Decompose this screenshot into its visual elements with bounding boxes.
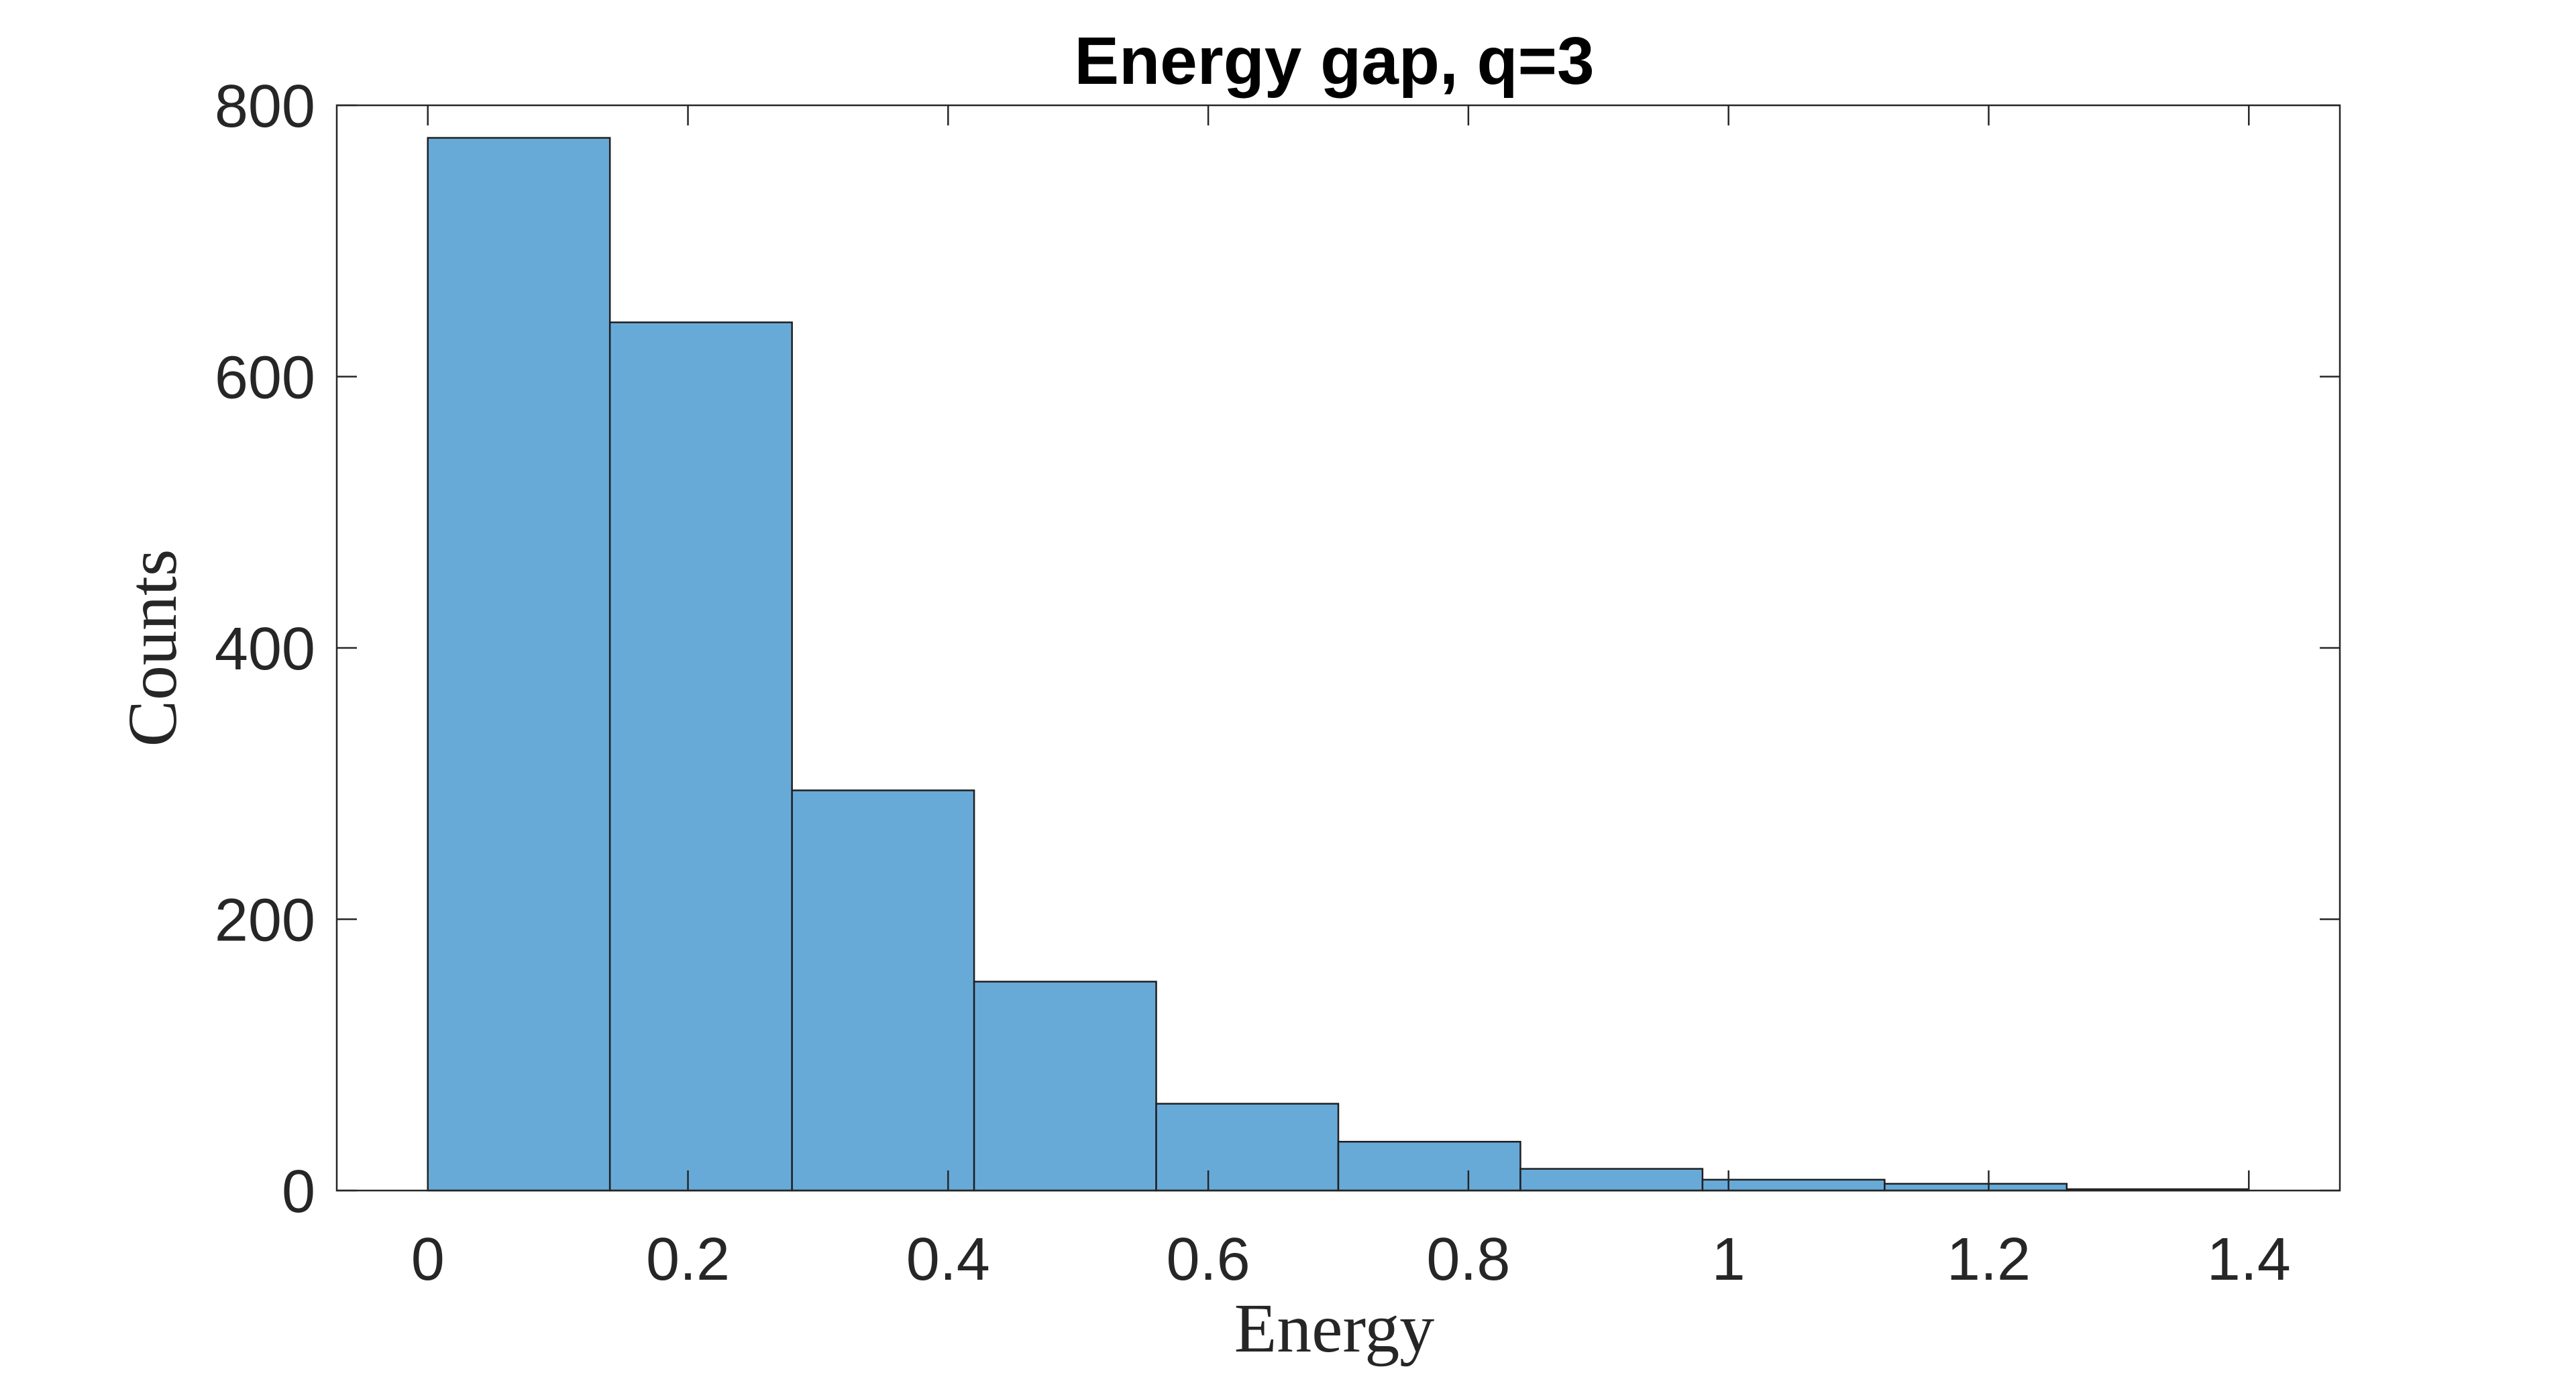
x-tick-label: 1 [1712, 1226, 1746, 1293]
x-tick-label: 0.6 [1167, 1226, 1250, 1293]
x-tick-label: 0.8 [1426, 1226, 1510, 1293]
histogram-bar [791, 789, 975, 1192]
chart-title: Energy gap, q=3 [1074, 23, 1594, 99]
x-tick-label: 1.2 [1947, 1226, 2031, 1293]
histogram-bar [1519, 1168, 1704, 1192]
x-tick-label: 0 [411, 1226, 445, 1293]
y-axis-label: Counts [114, 549, 191, 747]
ticks-group [337, 104, 2340, 1192]
histogram-bar [973, 981, 1157, 1192]
y-tick-label: 600 [215, 345, 315, 412]
histogram-bar [427, 137, 611, 1192]
x-tick-label: 0.4 [906, 1226, 990, 1293]
plot-frame [335, 104, 2341, 1192]
histogram-bar [1155, 1103, 1340, 1192]
y-tick-label: 800 [215, 73, 315, 140]
histogram-bar [1337, 1140, 1521, 1192]
histogram-bar [1884, 1182, 2068, 1192]
bars-group [427, 137, 2250, 1192]
x-axis-label: Energy [1234, 1290, 1434, 1367]
histogram-bar [608, 321, 793, 1192]
x-tick-label: 1.4 [2207, 1226, 2291, 1293]
y-tick-label: 400 [215, 616, 315, 683]
x-tick-labels: 0 0.2 0.4 0.6 0.8 1 1.2 1.4 [411, 1226, 2291, 1293]
y-tick-labels: 0 200 400 600 800 [215, 73, 315, 1225]
y-tick-label: 200 [215, 887, 315, 954]
histogram-bar [1701, 1178, 1886, 1192]
x-tick-label: 0.2 [646, 1226, 730, 1293]
y-tick-label: 0 [282, 1158, 315, 1225]
